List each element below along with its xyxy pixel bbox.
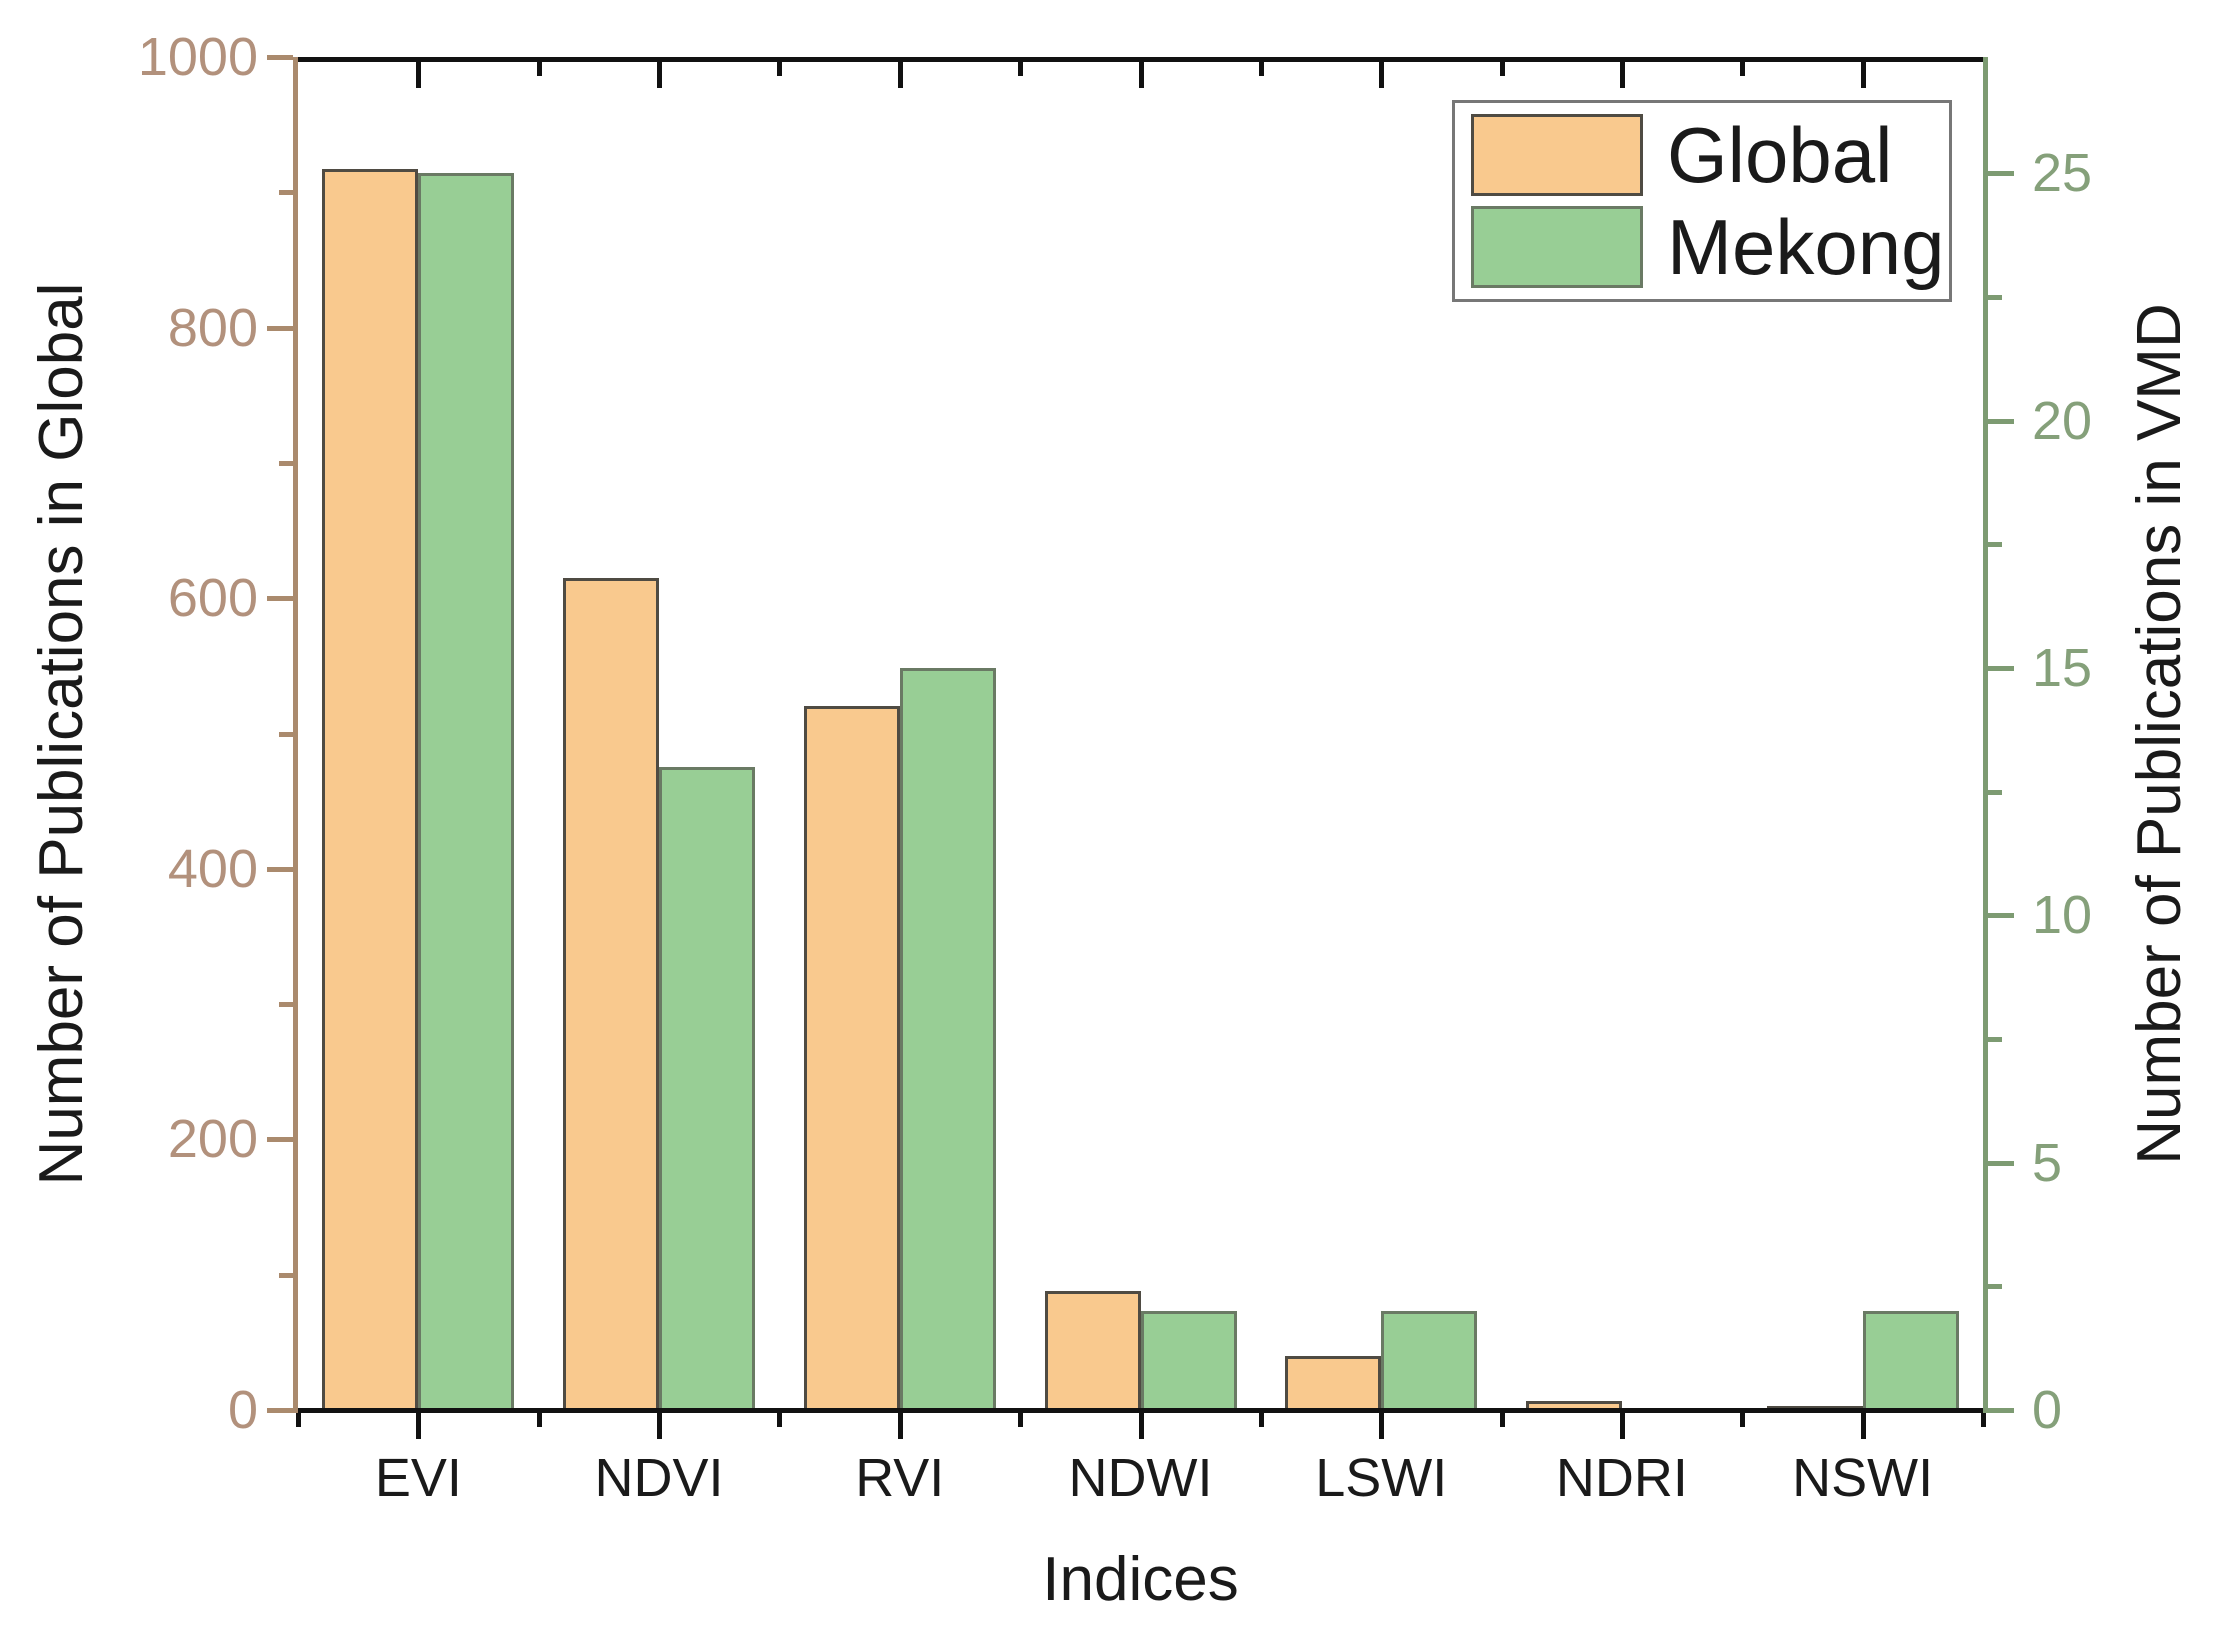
x-axis-minor-tick bbox=[777, 1413, 783, 1427]
left-axis-tick-label: 600 bbox=[167, 568, 258, 629]
left-axis-minor-tick bbox=[279, 1002, 293, 1008]
right-axis-tick-label: 25 bbox=[2032, 143, 2093, 204]
bar-global-nswi bbox=[1766, 1405, 1863, 1410]
x-axis-major-tick bbox=[1619, 1413, 1625, 1439]
x-axis-minor-tick bbox=[296, 1413, 301, 1427]
x-axis-minor-tick bbox=[1018, 1413, 1024, 1427]
legend-label-mekong: Mekong bbox=[1667, 203, 1945, 291]
legend-entry-global: Global bbox=[1455, 109, 1949, 201]
bar-mekong-lswi bbox=[1381, 1311, 1478, 1410]
right-axis-minor-tick bbox=[1988, 1284, 2002, 1290]
right-axis-tick-label: 0 bbox=[2032, 1380, 2063, 1440]
right-axis-tick-label: 15 bbox=[2032, 637, 2093, 698]
bar-global-ndvi bbox=[563, 577, 660, 1410]
left-axis-major-tick bbox=[267, 596, 293, 602]
left-axis-major-tick bbox=[267, 1408, 293, 1413]
left-axis-major-tick bbox=[267, 55, 293, 60]
x-axis-major-tick bbox=[897, 1413, 903, 1439]
left-axis-tick-label: 200 bbox=[167, 1109, 258, 1170]
x-category-label-ndvi: NDVI bbox=[594, 1448, 724, 1508]
right-axis-major-tick bbox=[1988, 1160, 2014, 1166]
x-axis-minor-tick bbox=[1258, 1413, 1264, 1427]
legend-label-global: Global bbox=[1667, 111, 1893, 199]
bar-global-ndwi bbox=[1044, 1290, 1141, 1410]
x-category-label-ndri: NDRI bbox=[1555, 1448, 1688, 1508]
x-category-label-rvi: RVI bbox=[855, 1448, 945, 1508]
top-axis-major-tick bbox=[1379, 62, 1385, 88]
left-axis-tick-label: 400 bbox=[167, 838, 258, 899]
top-axis-minor-tick bbox=[1258, 62, 1264, 76]
left-axis-minor-tick bbox=[279, 460, 293, 466]
top-axis-major-tick bbox=[416, 62, 422, 88]
right-axis-major-tick bbox=[1988, 418, 2014, 424]
top-axis-major-tick bbox=[1860, 62, 1866, 88]
legend-swatch-mekong-icon bbox=[1471, 206, 1643, 288]
bar-mekong-evi bbox=[418, 173, 515, 1410]
right-axis-tick-label: 10 bbox=[2032, 885, 2093, 946]
x-axis-major-tick bbox=[416, 1413, 422, 1439]
right-axis-major-tick bbox=[1988, 1408, 2014, 1413]
right-axis-minor-tick bbox=[1988, 789, 2002, 795]
x-axis-major-tick bbox=[1138, 1413, 1144, 1439]
legend-entry-mekong: Mekong bbox=[1455, 201, 1949, 293]
right-axis-major-tick bbox=[1988, 913, 2014, 919]
bar-global-lswi bbox=[1285, 1355, 1382, 1410]
left-axis-minor-tick bbox=[279, 190, 293, 196]
left-axis-major-tick bbox=[267, 325, 293, 331]
top-axis-major-tick bbox=[1619, 62, 1625, 88]
x-axis-title: Indices bbox=[1042, 1545, 1239, 1614]
right-axis-minor-tick bbox=[1988, 542, 2002, 548]
x-axis-minor-tick bbox=[536, 1413, 542, 1427]
x-category-label-ndwi: NDWI bbox=[1068, 1448, 1213, 1508]
left-axis-title: Number of Publications in Global bbox=[27, 282, 96, 1185]
x-axis-major-tick bbox=[1860, 1413, 1866, 1439]
bar-mekong-nswi bbox=[1862, 1311, 1959, 1410]
bar-global-ndri bbox=[1525, 1400, 1622, 1410]
right-axis-major-tick bbox=[1988, 171, 2014, 177]
bar-mekong-ndwi bbox=[1140, 1311, 1237, 1410]
x-category-label-nswi: NSWI bbox=[1792, 1448, 1934, 1508]
left-axis-minor-tick bbox=[279, 1272, 293, 1278]
top-axis-major-tick bbox=[1138, 62, 1144, 88]
right-axis-tick-label: 20 bbox=[2032, 390, 2093, 451]
right-axis-title: Number of Publications in VMD bbox=[2125, 302, 2194, 1165]
x-axis-minor-tick bbox=[1499, 1413, 1505, 1427]
x-axis-minor-tick bbox=[1981, 1413, 1986, 1427]
x-category-label-evi: EVI bbox=[374, 1448, 462, 1508]
left-axis-tick-label: 1000 bbox=[137, 27, 258, 87]
left-axis-tick-label: 800 bbox=[167, 297, 258, 358]
right-axis-minor-tick bbox=[1988, 294, 2002, 300]
bar-mekong-rvi bbox=[899, 667, 996, 1410]
bar-global-evi bbox=[322, 169, 419, 1410]
right-axis-line bbox=[1983, 57, 1988, 1413]
bar-mekong-ndvi bbox=[659, 766, 756, 1410]
legend: Global Mekong bbox=[1452, 100, 1952, 302]
top-axis-major-tick bbox=[657, 62, 663, 88]
bar-global-rvi bbox=[803, 706, 900, 1410]
left-axis-line bbox=[293, 57, 298, 1413]
x-category-label-lswi: LSWI bbox=[1315, 1448, 1448, 1508]
x-axis-minor-tick bbox=[1740, 1413, 1746, 1427]
top-axis-major-tick bbox=[897, 62, 903, 88]
right-axis-tick-label: 5 bbox=[2032, 1132, 2063, 1193]
left-axis-major-tick bbox=[267, 866, 293, 872]
right-axis-major-tick bbox=[1988, 665, 2014, 671]
bottom-axis-line bbox=[293, 1408, 1988, 1413]
x-axis-major-tick bbox=[1379, 1413, 1385, 1439]
top-axis-minor-tick bbox=[536, 62, 542, 76]
left-axis-major-tick bbox=[267, 1137, 293, 1143]
top-axis-minor-tick bbox=[1499, 62, 1505, 76]
left-axis-minor-tick bbox=[279, 731, 293, 737]
top-axis-minor-tick bbox=[1018, 62, 1024, 76]
x-axis-major-tick bbox=[657, 1413, 663, 1439]
legend-swatch-global-icon bbox=[1471, 114, 1643, 196]
right-axis-minor-tick bbox=[1988, 1036, 2002, 1042]
top-axis-minor-tick bbox=[777, 62, 783, 76]
top-axis-line bbox=[293, 57, 1988, 62]
top-axis-minor-tick bbox=[1740, 62, 1746, 76]
left-axis-tick-label: 0 bbox=[227, 1380, 258, 1440]
